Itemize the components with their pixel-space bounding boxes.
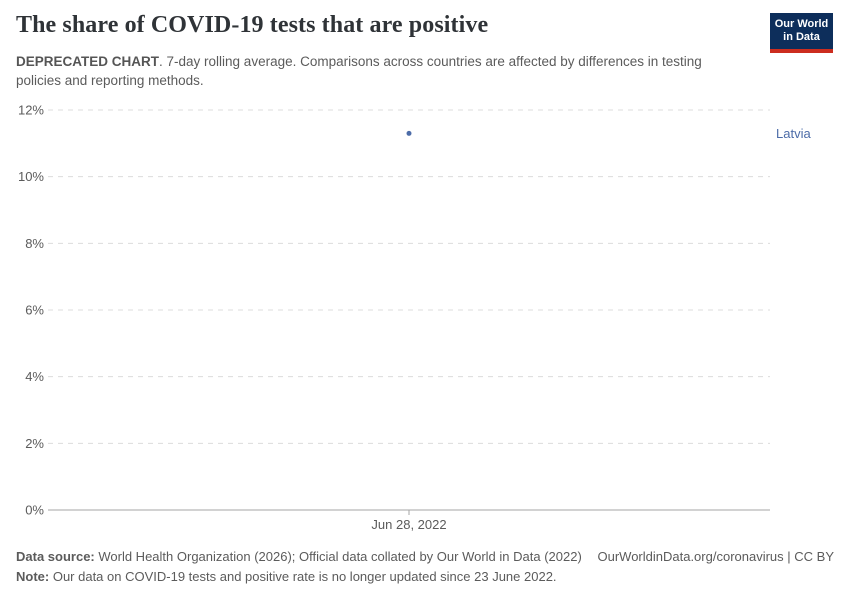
chart-subtitle: DEPRECATED CHART. 7-day rolling average.… [16, 52, 728, 90]
y-tick-label: 8% [25, 236, 44, 251]
plot-area: 0% 2% 4% 6% 8% 10% 12% Jun 28, 2022 Latvia [0, 95, 850, 545]
owid-logo-line2: in Data [783, 31, 820, 43]
y-tick-label: 2% [25, 436, 44, 451]
owid-logo[interactable]: Our World in Data [770, 13, 833, 53]
data-source-text: World Health Organization (2026); Offici… [94, 549, 582, 564]
chart-canvas: 0% 2% 4% 6% 8% 10% 12% Jun 28, 2022 Latvia [18, 103, 811, 533]
data-point[interactable] [406, 130, 412, 136]
subtitle-text: . 7-day rolling average. Comparisons acr… [16, 54, 702, 88]
y-tick-label: 12% [18, 103, 44, 118]
owid-logo-line1: Our World [774, 18, 829, 30]
data-source-line: Data source: World Health Organization (… [16, 547, 582, 567]
y-tick-label: 0% [25, 503, 44, 518]
owid-logo-stripe [770, 49, 833, 53]
y-tick-label: 10% [18, 169, 44, 184]
series-label[interactable]: Latvia [776, 126, 811, 141]
data-source-label: Data source: [16, 549, 95, 564]
note-label: Note: [16, 569, 50, 584]
y-tick-label: 4% [25, 369, 44, 384]
y-tick-label: 6% [25, 303, 44, 318]
x-tick-label: Jun 28, 2022 [371, 517, 446, 532]
note-line: Note: Our data on COVID-19 tests and pos… [16, 567, 557, 587]
owid-coronavirus-link[interactable]: OurWorldinData.org/coronavirus | CC BY [597, 549, 834, 564]
chart-footer: Data source: World Health Organization (… [16, 547, 834, 587]
footer-sources-row: Data source: World Health Organization (… [16, 547, 834, 567]
owid-logo-text: Our World in Data [770, 13, 833, 49]
page-title: The share of COVID-19 tests that are pos… [16, 12, 489, 38]
footer-note-row: Note: Our data on COVID-19 tests and pos… [16, 567, 834, 587]
deprecated-label: DEPRECATED CHART [16, 54, 160, 69]
note-text: Our data on COVID-19 tests and positive … [49, 569, 557, 584]
